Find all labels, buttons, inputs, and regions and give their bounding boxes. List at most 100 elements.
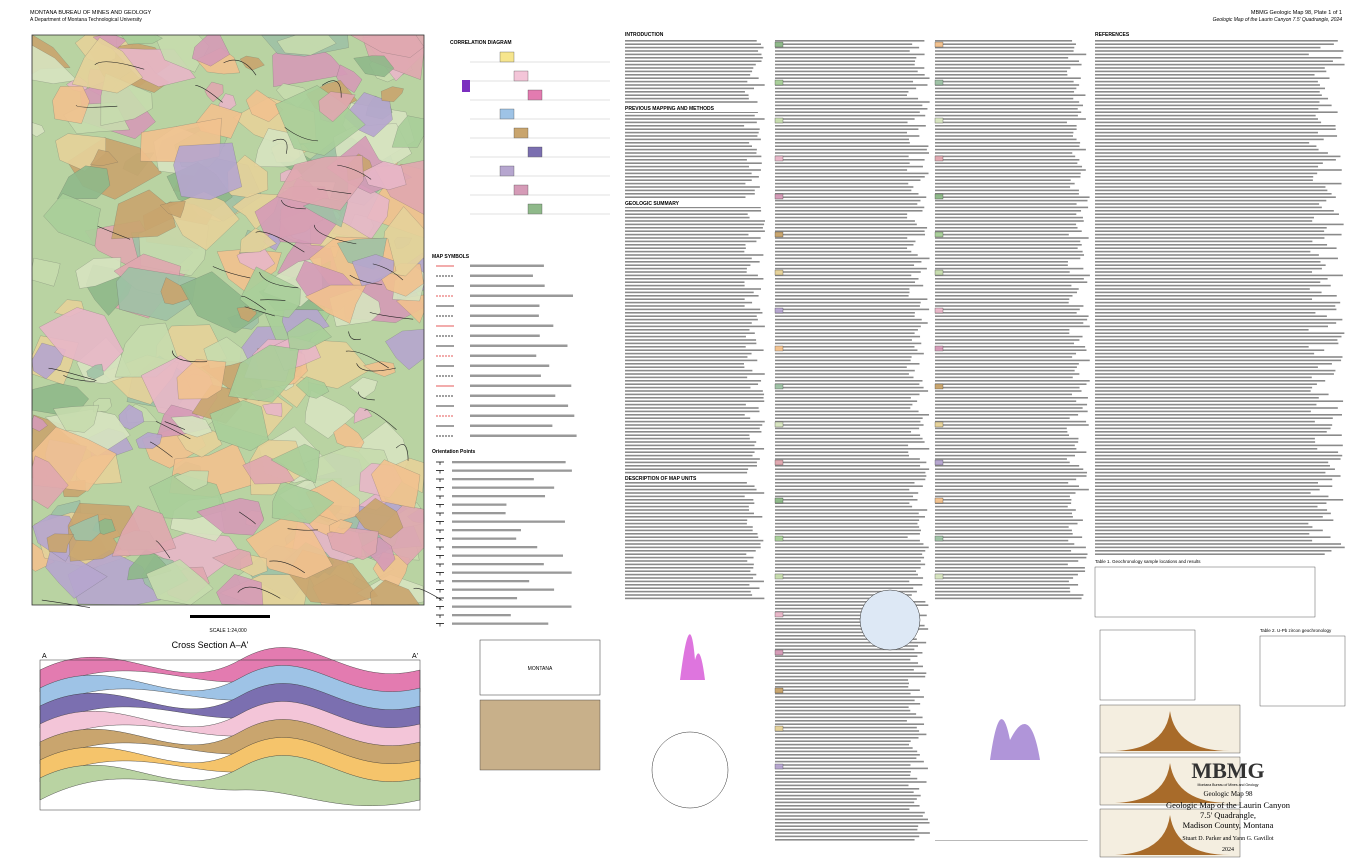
text-line [625, 454, 753, 457]
text-line [775, 431, 912, 433]
text-line [935, 519, 1083, 521]
text-line [935, 271, 1070, 273]
text-line [775, 271, 921, 273]
text-line [625, 325, 765, 328]
text-line [775, 305, 920, 307]
text-line [935, 366, 1077, 368]
text-line [775, 308, 930, 311]
text-line [775, 767, 928, 770]
text-line [625, 288, 761, 290]
text-line [1095, 539, 1313, 542]
text-line [625, 230, 765, 232]
text-line [775, 118, 915, 120]
map-unit [353, 407, 373, 424]
fault [284, 127, 319, 142]
text-line [625, 594, 753, 596]
text-line [1095, 199, 1327, 202]
text-line [625, 570, 751, 572]
text-line [775, 356, 912, 358]
map-unit [111, 505, 177, 557]
text-line [625, 529, 753, 532]
unit-swatch [774, 231, 784, 238]
text-line [625, 400, 765, 402]
text-line [1095, 346, 1309, 348]
text-line [935, 533, 1073, 535]
text-line [775, 794, 921, 797]
text-line [775, 764, 911, 766]
text-line [1095, 502, 1327, 504]
text-line [775, 798, 917, 800]
map-unit [53, 404, 100, 433]
text-line [935, 84, 1080, 86]
text-line [775, 822, 930, 824]
g-shape [462, 51, 610, 215]
text-line [935, 206, 1089, 209]
symbol-text [470, 434, 577, 437]
text-line [625, 461, 757, 464]
orientation-symbol [436, 563, 444, 567]
text-line [625, 424, 763, 426]
text-line [625, 40, 757, 42]
unit-swatch [934, 345, 944, 352]
unit-box [527, 203, 543, 215]
text-line [1095, 227, 1327, 229]
map-unit [116, 267, 197, 321]
text-line [625, 502, 755, 504]
text-line [775, 597, 911, 600]
text-line [625, 250, 745, 253]
text-line [775, 577, 924, 579]
map-unit [170, 415, 213, 438]
symbol-text [470, 284, 545, 287]
text-line [935, 216, 1083, 219]
text-line [935, 553, 1088, 555]
text-line [935, 155, 1076, 158]
map-unit [276, 155, 364, 211]
label: MBMG Geologic Map 98, Plate 1 of 1 [1251, 10, 1342, 16]
map-unit [295, 376, 330, 399]
text-line [1095, 359, 1342, 362]
text-line [775, 63, 915, 66]
fault [63, 375, 96, 382]
text-line [1095, 312, 1316, 314]
fault [313, 224, 357, 245]
text-line [1095, 186, 1326, 188]
text-line [775, 505, 913, 508]
text-line [775, 407, 911, 409]
text-line [625, 274, 758, 277]
text-line [935, 546, 1086, 549]
text-line [935, 53, 1087, 56]
text-line [625, 284, 745, 287]
scale-bar [190, 615, 270, 618]
text-line [625, 346, 746, 348]
text-line [625, 261, 760, 263]
text-line [935, 526, 1069, 528]
text-line [775, 386, 924, 389]
symbol-text [470, 294, 574, 297]
text-line [625, 509, 750, 511]
text-line [625, 264, 751, 266]
text-line [775, 274, 912, 277]
text-line [935, 587, 1070, 589]
text-line [625, 233, 749, 236]
text-line [775, 342, 922, 345]
map-unit [43, 193, 101, 247]
text-line [775, 111, 920, 113]
text-line [775, 570, 917, 572]
text-line [1095, 400, 1344, 402]
text-line [775, 482, 915, 484]
fault [364, 409, 397, 431]
point-text [452, 529, 521, 532]
text-line [1095, 254, 1319, 256]
text-line [775, 747, 913, 749]
text-line [775, 312, 915, 314]
text-line [775, 359, 911, 362]
text-line [1095, 145, 1317, 147]
unit-swatch [774, 79, 784, 86]
text-line [1095, 135, 1338, 137]
text-line [1095, 522, 1309, 525]
text-line [775, 835, 920, 838]
text-line [625, 138, 761, 141]
text-line [625, 135, 758, 137]
text-line [625, 451, 755, 453]
text-line [1095, 121, 1322, 124]
